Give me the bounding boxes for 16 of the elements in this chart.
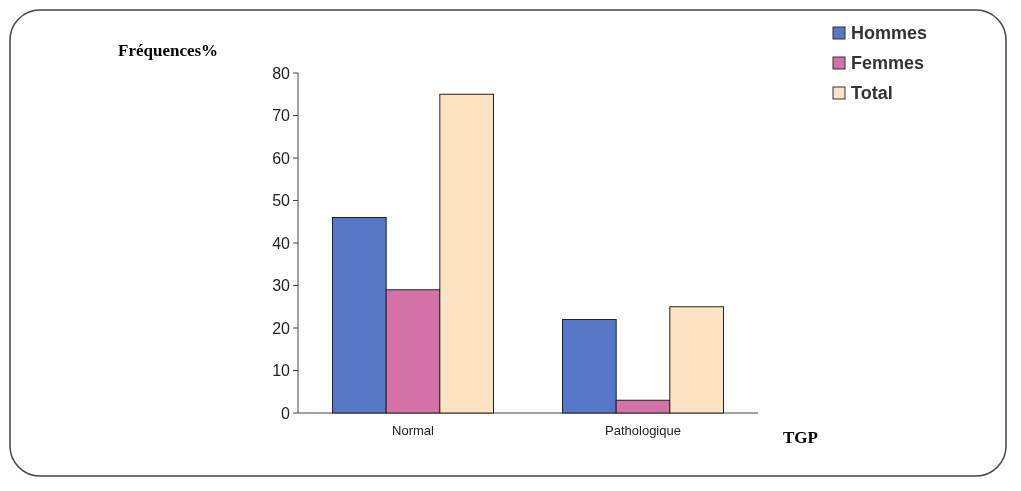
y-tick-label: 50 xyxy=(272,192,291,210)
y-tick-label: 0 xyxy=(281,404,291,422)
y-axis-title: Fréquences% xyxy=(118,41,219,60)
x-tick-label: Normal xyxy=(392,423,435,438)
y-tick-label: 30 xyxy=(272,277,291,295)
y-tick-label: 80 xyxy=(272,64,291,82)
x-tick-label: Pathologique xyxy=(605,423,681,438)
legend-label: Femmes xyxy=(851,53,925,74)
y-tick-label: 10 xyxy=(272,362,291,380)
legend-label: Total xyxy=(851,83,893,104)
y-tick-label: 20 xyxy=(272,319,291,337)
x-axis-title: TGP xyxy=(783,428,818,447)
y-tick-label: 60 xyxy=(272,149,291,167)
legend-label: Hommes xyxy=(851,23,928,44)
y-tick-label: 40 xyxy=(272,234,291,252)
y-tick-label: 70 xyxy=(272,107,291,125)
